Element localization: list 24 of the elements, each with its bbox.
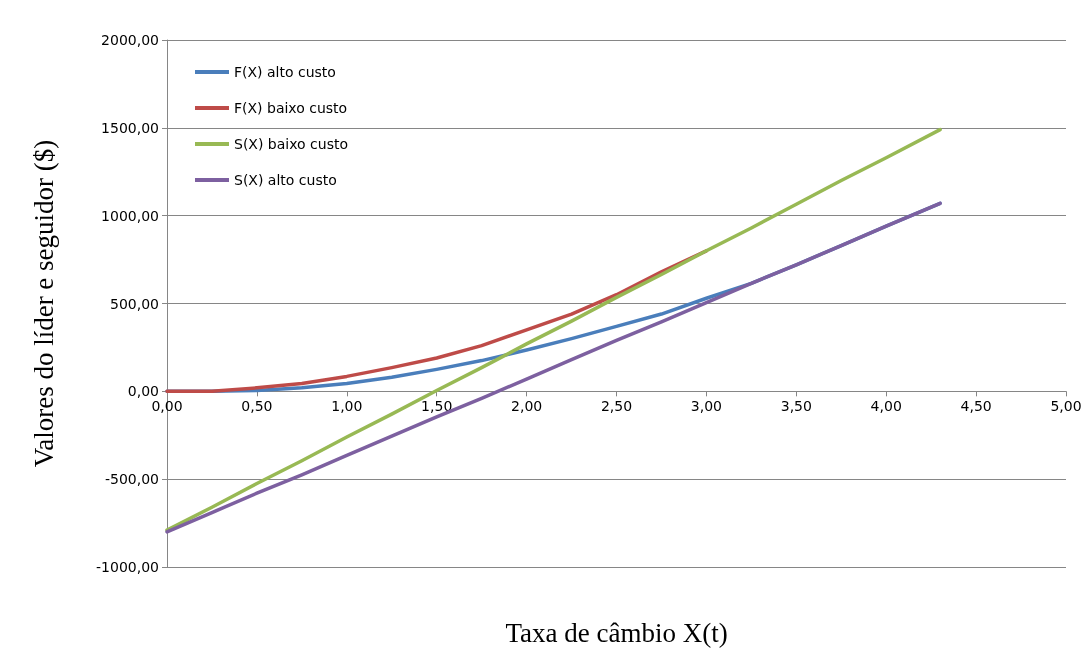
x-tick-label: 4,00 [870,398,902,415]
y-tick-label: -500,00 [104,471,159,488]
x-tick-label: 3,50 [780,398,812,415]
y-axis-title: Valores do líder e seguidor ($) [28,139,59,468]
y-tick-label: 1000,00 [101,207,159,224]
x-tick-label: 2,50 [600,398,633,415]
x-tick-label: 1,00 [331,398,363,415]
legend-label: F(X) baixo custo [234,100,348,116]
x-tick-label: 0,00 [151,398,183,415]
legend-label: S(X) alto custo [234,172,337,188]
x-tick-label: 2,00 [511,398,543,415]
y-tick-label: 0,00 [127,383,159,400]
x-tick-label: 1,50 [421,398,453,415]
y-tick-label: 500,00 [110,295,159,312]
x-tick-label: 3,00 [690,398,722,415]
legend-label: S(X) baixo custo [234,136,348,152]
y-tick-label: 1500,00 [101,119,159,136]
legend-label: F(X) alto custo [234,64,336,80]
x-tick-label: 0,50 [241,398,273,415]
x-tick-label: 4,50 [960,398,992,415]
x-axis-title: Taxa de câmbio X(t) [505,617,728,648]
y-tick-label: 2000,00 [101,32,159,48]
y-tick-label: -1000,00 [96,559,159,575]
x-tick-label: 5,00 [1050,398,1082,415]
